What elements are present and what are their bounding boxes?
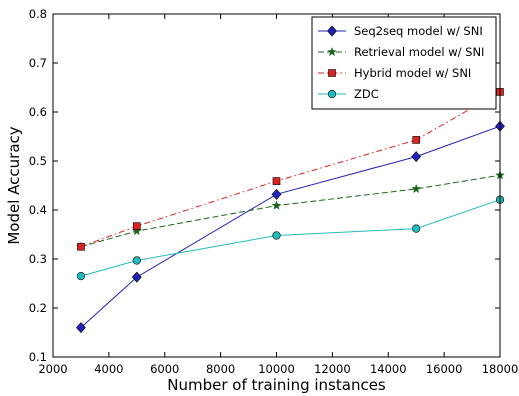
square-marker (328, 69, 336, 77)
star-marker (327, 46, 337, 57)
y-tick-label: 0.7 (29, 56, 47, 70)
series-line (80, 174, 501, 248)
legend-entry: ZDC (318, 87, 379, 101)
legend-label: Seq2seq model w/ SNI (354, 24, 483, 38)
y-axis: 0.1 0.2 0.3 0.4 0.5 0.6 0.7 0.8 (29, 7, 500, 364)
legend-label: Hybrid model w/ SNI (354, 66, 471, 80)
x-tick-label: 14000 (370, 362, 407, 376)
diamond-marker (76, 322, 86, 334)
legend-entry: Hybrid model w/ SNI (318, 66, 471, 80)
circle-marker (76, 272, 86, 281)
diamond-marker (271, 188, 282, 200)
legend: Seq2seq model w/ SNI Retrieval model w/ S… (311, 16, 497, 110)
y-tick-label: 0.5 (29, 154, 47, 168)
y-axis-title: Model Accuracy (5, 126, 23, 244)
x-tick-label: 12000 (314, 362, 351, 376)
diamond-marker (131, 271, 142, 283)
x-tick-label: 10000 (258, 362, 295, 376)
square-marker (412, 136, 420, 144)
plot-area (76, 88, 505, 334)
legend-label: ZDC (354, 87, 379, 101)
y-tick-label: 0.8 (29, 7, 47, 21)
series-1 (76, 170, 505, 251)
x-axis-title: Number of training instances (167, 376, 386, 394)
square-marker (272, 177, 281, 185)
legend-entry: Retrieval model w/ SNI (318, 45, 484, 59)
circle-marker (132, 256, 141, 265)
y-tick-label: 0.3 (29, 252, 47, 266)
x-tick-label: 18000 (482, 362, 519, 376)
series-line (80, 199, 501, 277)
circle-marker (272, 231, 281, 240)
square-marker (77, 242, 85, 251)
circle-marker (327, 89, 337, 99)
legend-label: Retrieval model w/ SNI (354, 45, 484, 59)
y-tick-label: 0.6 (29, 105, 47, 119)
x-tick-label: 6000 (150, 362, 179, 376)
series-line (80, 91, 501, 248)
star-marker (411, 183, 422, 194)
series-line (80, 125, 501, 328)
x-tick-label: 2000 (38, 362, 67, 376)
x-axis: 2000 4000 6000 8000 10000 12000 14000 16000 1800… (38, 14, 518, 376)
x-tick-label: 8000 (206, 362, 235, 376)
y-tick-label: 0.4 (29, 203, 47, 217)
circle-marker (412, 224, 421, 233)
series-0 (76, 120, 505, 334)
diamond-marker (411, 151, 422, 163)
x-tick-label: 16000 (426, 362, 463, 376)
y-tick-label: 0.1 (29, 350, 47, 364)
diamond-marker (327, 25, 337, 37)
series-3 (76, 195, 505, 281)
star-marker (271, 200, 282, 210)
series-2 (77, 88, 504, 251)
y-tick-label: 0.2 (29, 301, 47, 315)
legend-entry: Seq2seq model w/ SNI (318, 24, 483, 38)
x-tick-label: 4000 (94, 362, 123, 376)
square-marker (133, 222, 141, 230)
